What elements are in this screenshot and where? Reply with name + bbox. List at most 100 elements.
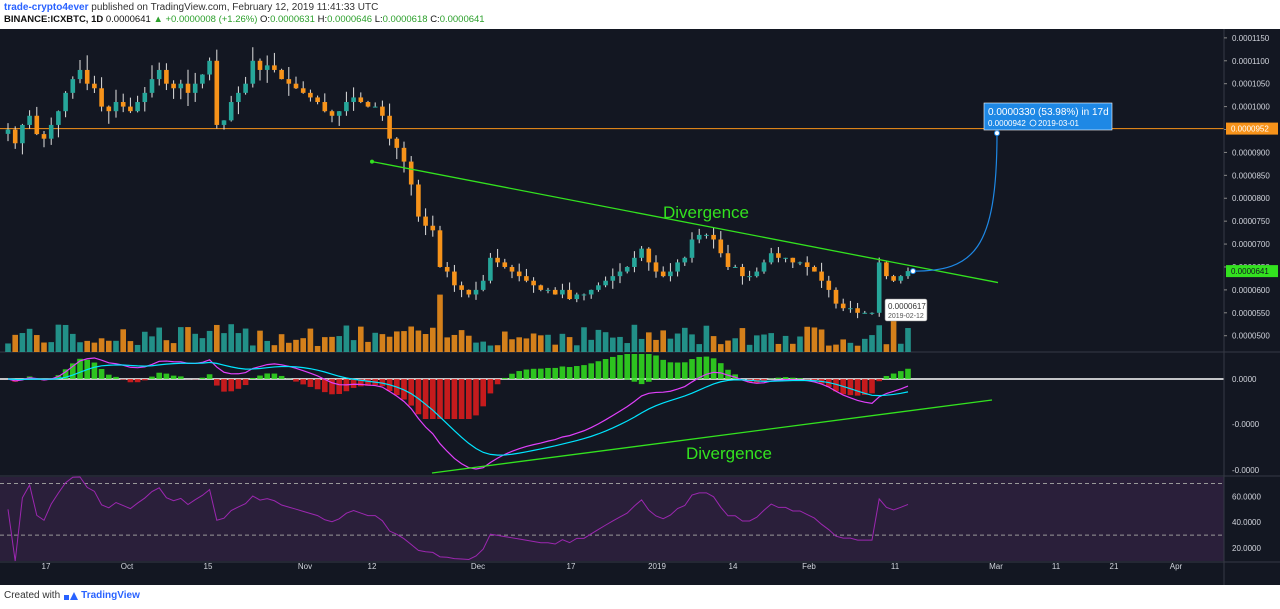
volume-bar <box>458 330 465 352</box>
price-axis[interactable]: 0.0001150 0.0001100 0.0001050 0.0001000 0.00… <box>1223 29 1278 585</box>
macd-histogram-bar <box>624 354 630 380</box>
candle-body <box>848 308 853 310</box>
macd-histogram-bar <box>415 379 422 415</box>
candle-body <box>329 111 335 116</box>
projection-tooltip[interactable]: 0.0000330 (53.98%) in 17d 0.0000942 2019… <box>983 102 1113 131</box>
candle-body <box>689 239 695 258</box>
macd-histogram-bar <box>790 377 796 379</box>
macd-histogram-bar <box>703 356 710 379</box>
volume-bar <box>826 345 832 352</box>
macd-histogram-bar <box>581 365 587 379</box>
volume-bar <box>898 343 904 352</box>
volume-bar <box>235 333 242 352</box>
candle-body <box>855 308 860 313</box>
time-axis[interactable]: 17 Oct 15 Nov 12 Dec 17 2019 14 Feb 11 Mar 11 21 Apr <box>42 562 1183 571</box>
volume-bar <box>127 341 134 352</box>
price-tick-label: 0.0000750 <box>1232 217 1270 226</box>
candle-body <box>596 285 601 290</box>
symbol-name[interactable]: BINANCE:ICXBTC, 1D <box>4 14 104 25</box>
candle-body <box>545 289 551 291</box>
volume-bar <box>156 327 162 352</box>
volume-bar <box>77 342 83 352</box>
candle-body <box>243 83 248 93</box>
volume-bar <box>221 333 227 352</box>
volume-bar <box>106 340 112 352</box>
volume-bar <box>847 342 854 352</box>
cursor-tooltip-price: 0.0000617 <box>888 302 926 311</box>
candle-body <box>250 60 256 84</box>
volume-bar <box>300 338 306 352</box>
candle-body <box>149 79 155 93</box>
volume-bar <box>149 336 155 352</box>
volume-bar <box>250 345 256 352</box>
candle-body <box>92 83 97 89</box>
candle-body <box>430 225 436 231</box>
volume-bar <box>682 327 688 352</box>
volume-bar <box>617 336 623 352</box>
macd-histogram-bar <box>134 379 141 383</box>
candle-body <box>740 266 745 277</box>
volume-bar <box>178 327 184 352</box>
macd-histogram-bar <box>883 375 890 379</box>
macd-histogram-bar <box>350 379 357 388</box>
rsi-background <box>0 477 1224 561</box>
chart-canvas[interactable]: 0.0001150 0.0001100 0.0001050 0.0001000 0.00… <box>0 29 1280 585</box>
candle-body <box>869 312 875 314</box>
macd-histogram-bar <box>329 379 335 395</box>
projection-target-point <box>994 130 1000 137</box>
volume-bar <box>264 340 270 352</box>
macd-pane[interactable] <box>0 354 1280 477</box>
macd-histogram-bar <box>142 379 148 381</box>
macd-histogram-bar <box>307 379 314 387</box>
candle-body <box>488 257 493 281</box>
volume-bar <box>509 339 515 352</box>
publish-info: published on TradingView.com, February 1… <box>91 2 379 13</box>
macd-histogram-bar <box>660 359 666 379</box>
candle-body <box>387 115 392 139</box>
macd-histogram-bar <box>480 379 486 407</box>
volume-bar <box>142 331 148 352</box>
volume-bar <box>811 327 818 352</box>
candle-body <box>574 294 580 300</box>
volume-bar <box>797 336 803 352</box>
candle-body <box>833 289 839 304</box>
macd-histogram-bar <box>314 379 321 390</box>
signal-line <box>7 361 909 456</box>
macd-histogram-bar <box>250 377 256 379</box>
last-price-tag-label: 0.0000641 <box>1231 267 1269 276</box>
macd-histogram-bar <box>264 373 270 379</box>
candle-body <box>185 83 191 93</box>
macd-histogram-bar <box>552 367 558 379</box>
volume-bar <box>761 334 767 352</box>
volume-bar <box>624 343 630 352</box>
candle-body <box>876 262 882 313</box>
macd-histogram-bar <box>113 376 119 379</box>
volume-bar <box>48 342 54 352</box>
resistance-price-tag-label: 0.0000952 <box>1231 125 1269 134</box>
volume-bar <box>422 334 429 352</box>
macd-histogram-bar <box>458 379 465 419</box>
tradingview-brand[interactable]: TradingView <box>64 590 140 601</box>
candle-body <box>12 129 18 144</box>
candle-body <box>70 79 76 93</box>
volume-bar <box>905 328 911 352</box>
candle-body <box>300 88 306 93</box>
publish-header: trade-crypto4ever published on TradingVi… <box>4 2 378 14</box>
volume-bar <box>271 345 278 352</box>
candle-body <box>257 60 263 70</box>
rsi-pane[interactable] <box>0 476 1280 563</box>
candle-body <box>286 79 292 84</box>
candle-body <box>322 102 328 112</box>
candle-body <box>48 124 54 139</box>
volume-bar <box>55 324 62 352</box>
volume-bar <box>358 326 364 352</box>
macd-histogram-bar <box>473 379 479 416</box>
candle-body <box>531 280 536 286</box>
macd-histogram-bar <box>149 376 155 379</box>
volume-bar <box>84 340 90 352</box>
candle-body <box>207 60 212 75</box>
author-link[interactable]: trade-crypto4ever <box>4 2 89 13</box>
price-pane[interactable] <box>0 47 1280 353</box>
trendline-macd <box>431 399 993 474</box>
candle-body <box>761 262 767 272</box>
